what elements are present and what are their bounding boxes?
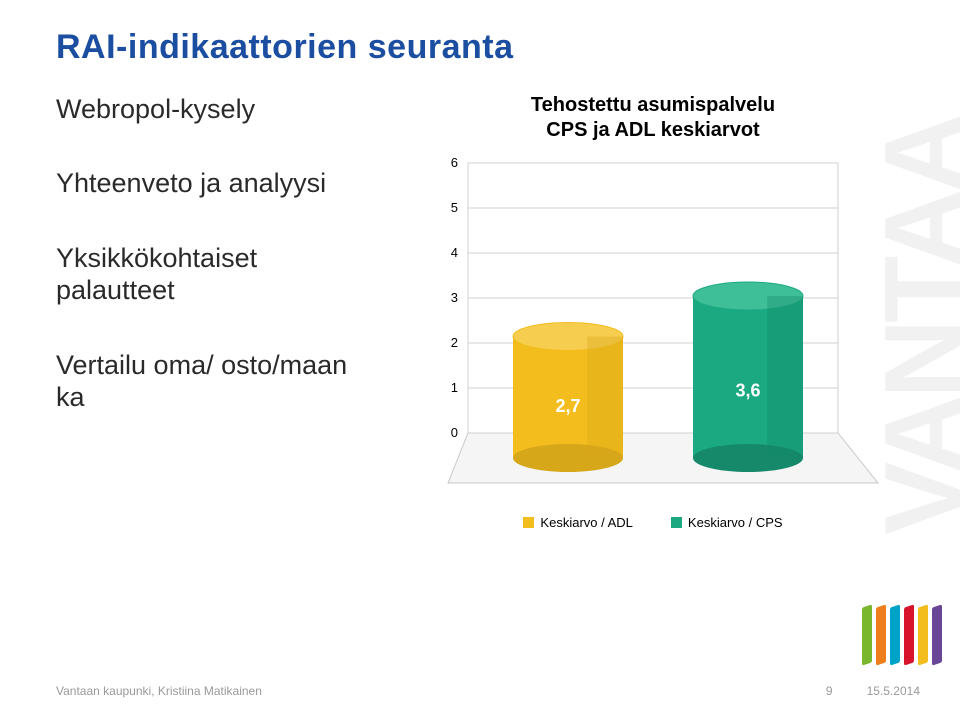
- legend-label: Keskiarvo / ADL: [540, 515, 633, 530]
- chart-3d-bar: 0 1 2 3 4 5 6 2,7 3,6: [418, 153, 888, 503]
- slide-footer: Vantaan kaupunki, Kristiina Matikainen 9…: [56, 684, 920, 698]
- stripe: [890, 604, 900, 665]
- footer-left: Vantaan kaupunki, Kristiina Matikainen: [56, 684, 262, 698]
- svg-text:0: 0: [451, 425, 458, 440]
- footer-page: 9: [826, 684, 833, 698]
- bullet-item: Yhteenveto ja analyysi: [56, 167, 376, 199]
- chart-title-line2: CPS ja ADL keskiarvot: [546, 119, 759, 141]
- stripe: [876, 604, 886, 665]
- bullet-item: Vertailu oma/ osto/maan ka: [56, 349, 376, 414]
- page-title: RAI-indikaattorien seuranta: [56, 28, 920, 67]
- chart-legend: Keskiarvo / ADL Keskiarvo / CPS: [386, 515, 920, 530]
- footer-date: 15.5.2014: [867, 684, 920, 698]
- chart-title: Tehostettu asumispalvelu CPS ja ADL kesk…: [386, 93, 920, 143]
- stripe: [918, 604, 928, 665]
- bullet-list: Webropol-kysely Yhteenveto ja analyysi Y…: [56, 93, 386, 455]
- svg-text:3,6: 3,6: [735, 380, 760, 400]
- chart-title-line1: Tehostettu asumispalvelu: [531, 94, 775, 116]
- svg-text:2,7: 2,7: [555, 396, 580, 416]
- brand-stripes: [862, 606, 942, 664]
- legend-item: Keskiarvo / ADL: [523, 515, 633, 530]
- bullet-item: Webropol-kysely: [56, 93, 376, 125]
- svg-text:5: 5: [451, 200, 458, 215]
- stripe: [862, 604, 872, 665]
- stripe: [932, 604, 942, 665]
- svg-text:2: 2: [451, 335, 458, 350]
- legend-label: Keskiarvo / CPS: [688, 515, 783, 530]
- chart-svg: 0 1 2 3 4 5 6 2,7 3,6: [418, 153, 888, 503]
- svg-text:4: 4: [451, 245, 458, 260]
- legend-swatch: [671, 517, 682, 528]
- stripe: [904, 604, 914, 665]
- bullet-item: Yksikkökohtaiset palautteet: [56, 242, 376, 307]
- legend-swatch: [523, 517, 534, 528]
- svg-text:3: 3: [451, 290, 458, 305]
- legend-item: Keskiarvo / CPS: [671, 515, 783, 530]
- svg-text:6: 6: [451, 155, 458, 170]
- svg-text:1: 1: [451, 380, 458, 395]
